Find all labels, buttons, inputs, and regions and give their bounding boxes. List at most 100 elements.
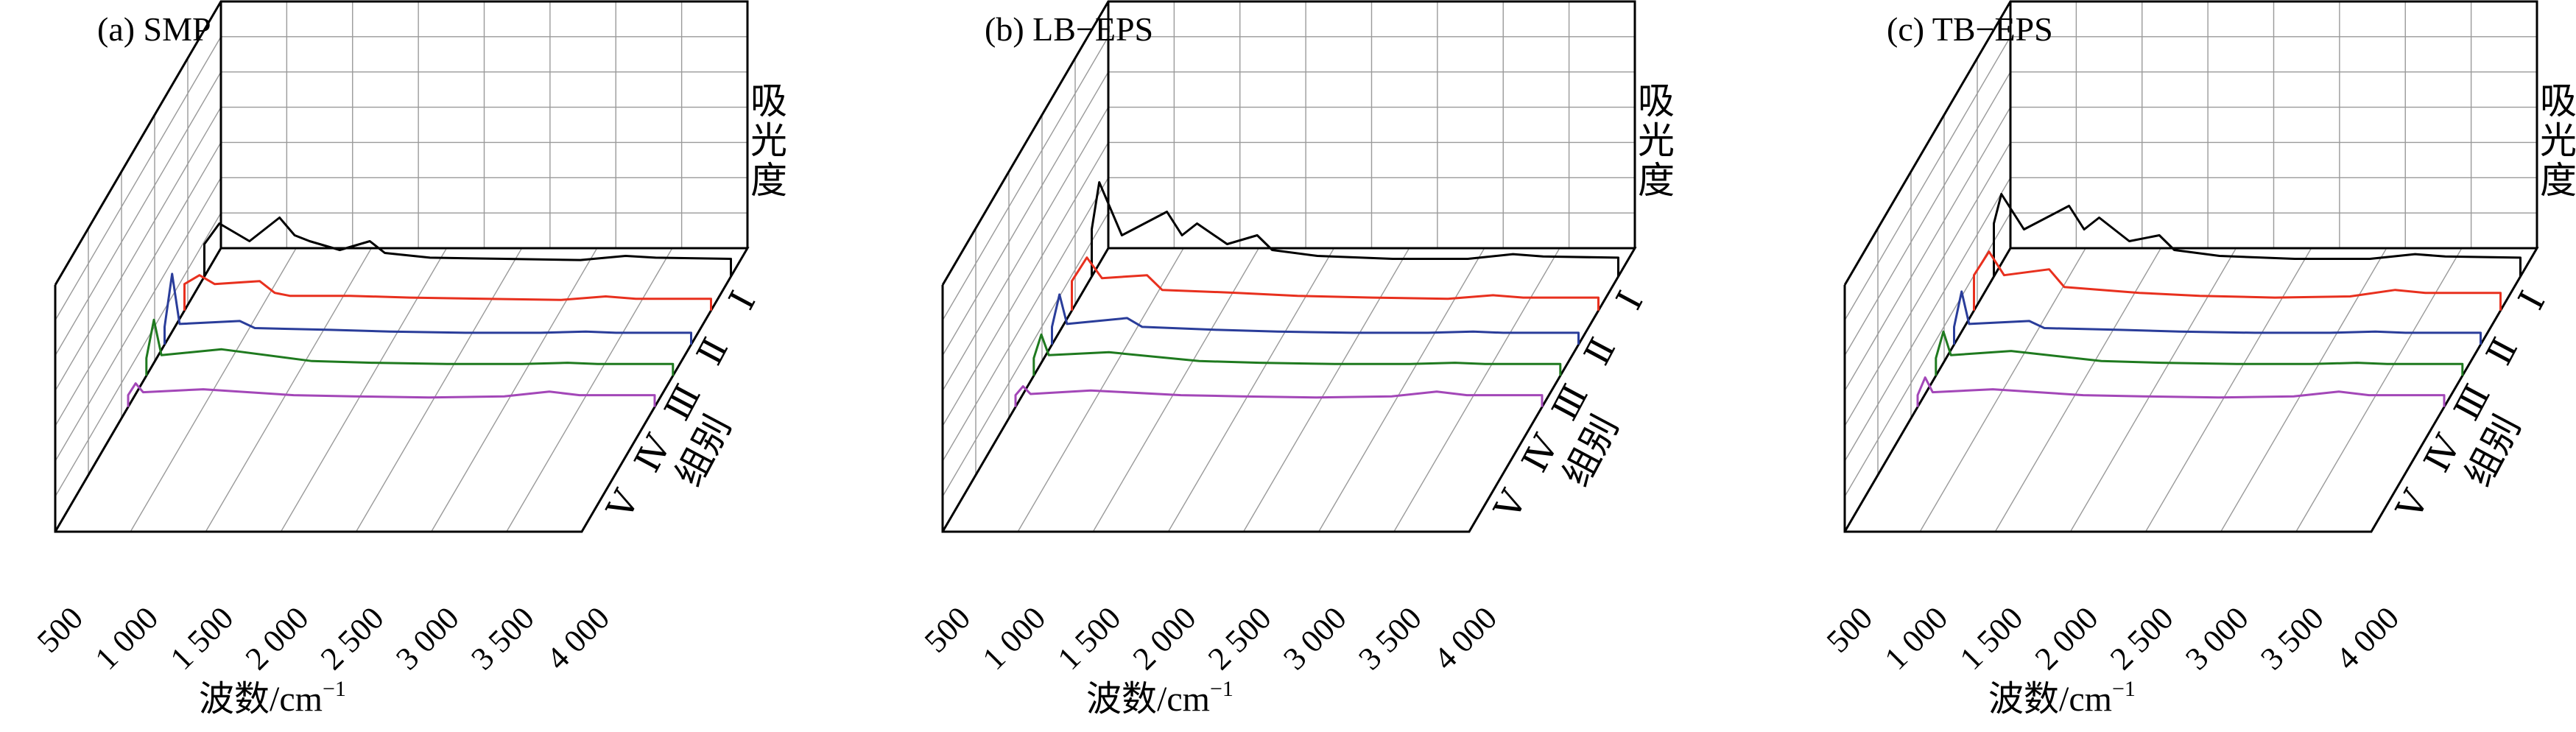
x-axis-title-text: 波数/cm (1988, 680, 2112, 719)
grid-line (54, 36, 222, 321)
grid-line (355, 247, 523, 532)
series-line-iv (1935, 330, 2464, 376)
series-line-iii (1953, 290, 2482, 345)
grid-line (1393, 247, 1560, 532)
x-axis-title: 波数/cm−1 (199, 677, 346, 719)
x-tick-label: 2 500 (314, 599, 391, 677)
series-line-i (203, 217, 732, 277)
x-tick-label: 500 (1820, 599, 1879, 659)
depth-axis-title: 组别 (2457, 409, 2528, 493)
series-line-v (1014, 385, 1544, 407)
grid-line (506, 247, 673, 532)
series-line-i (1993, 193, 2522, 277)
grid-line (942, 142, 1109, 426)
series-line-iii (1051, 293, 1580, 345)
group-label: Ⅱ (2480, 332, 2525, 372)
x-tick-label: 3 500 (1351, 599, 1429, 677)
x-axis-title-text: 波数/cm (1086, 680, 1210, 719)
grid-line (54, 71, 222, 356)
axis-frame (941, 247, 1637, 533)
grid-line (942, 177, 1109, 462)
x-tick-label: 3 500 (2253, 599, 2331, 677)
x-tick-label: 1 000 (976, 599, 1053, 677)
grid-line (1844, 142, 2011, 426)
grid-line (1844, 36, 2011, 321)
x-tick-label: 3 500 (464, 599, 541, 677)
group-label: Ⅱ (1577, 332, 1623, 372)
axis-frame (54, 0, 749, 286)
depth-axis-title: 组别 (668, 409, 739, 493)
x-axis-title-sup: −1 (323, 677, 346, 701)
axis-frame (54, 247, 750, 533)
z-axis-label: 吸光度 (2535, 81, 2576, 200)
x-tick-label: 1 500 (1953, 599, 2030, 677)
grid-line (942, 36, 1109, 321)
group-label: Ⅱ (690, 332, 736, 372)
grid-line (54, 212, 222, 497)
x-tick-label: 4 000 (1426, 599, 1504, 677)
grid-line (205, 247, 372, 532)
group-label: Ⅰ (1610, 285, 1651, 316)
x-tick-label: 3 000 (2178, 599, 2256, 677)
grid-line (1844, 177, 2011, 462)
x-tick-label: 500 (30, 599, 90, 659)
x-tick-label: 3 000 (1276, 599, 1354, 677)
x-tick-label: 2 000 (1126, 599, 1203, 677)
series-line-iii (163, 272, 692, 345)
x-tick-label: 2 500 (1201, 599, 1278, 677)
z-axis-label: 吸光度 (1633, 81, 1674, 200)
series-line-i (1091, 181, 1619, 277)
x-axis-title: 波数/cm−1 (1086, 677, 1234, 719)
x-tick-label: 2 000 (2028, 599, 2105, 677)
x-axis-title-text: 波数/cm (199, 680, 323, 719)
x-tick-label: 1 000 (1878, 599, 1955, 677)
series-line-iv (145, 318, 675, 376)
x-tick-label: 500 (918, 599, 977, 659)
x-tick-label: 2 000 (239, 599, 316, 677)
grid-line (431, 247, 598, 532)
axis-frame (941, 0, 1636, 286)
x-tick-label: 3 000 (389, 599, 466, 677)
grid-line (2144, 247, 2312, 532)
axis-frame (1843, 247, 2539, 533)
x-axis-title-sup: −1 (2112, 677, 2136, 701)
x-axis-title: 波数/cm−1 (1988, 677, 2136, 719)
series-line-ii (183, 274, 712, 311)
series-line-ii (1071, 256, 1600, 311)
axis-frame (1843, 0, 2538, 286)
grid-line (1994, 247, 2161, 532)
x-tick-label: 4 000 (2329, 599, 2406, 677)
x-tick-label: 1 500 (163, 599, 241, 677)
grid-line (942, 107, 1109, 391)
grid-line (54, 177, 222, 462)
series-line-v (1916, 376, 2446, 407)
grid-line (2220, 247, 2387, 532)
panel-title: (c) TB−EPS (1887, 10, 2053, 48)
grid-line (942, 212, 1109, 497)
panel-title: (b) LB−EPS (985, 10, 1153, 48)
grid-line (1844, 71, 2011, 356)
grid-line (54, 142, 222, 426)
group-label: Ⅰ (2512, 285, 2553, 316)
x-tick-label: 2 500 (2103, 599, 2181, 677)
group-label: Ⅰ (722, 285, 764, 316)
x-axis-title-sup: −1 (1210, 677, 1234, 701)
panel-title: (a) SMP (97, 10, 211, 48)
grid-line (2295, 247, 2463, 532)
series-line-iv (1032, 333, 1562, 376)
grid-line (1092, 247, 1259, 532)
grid-line (1844, 107, 2011, 391)
grid-line (942, 71, 1109, 356)
grid-line (2069, 247, 2237, 532)
grid-line (280, 247, 448, 532)
x-tick-label: 4 000 (539, 599, 616, 677)
grid-line (1242, 247, 1410, 532)
grid-line (1318, 247, 1485, 532)
x-tick-label: 1 000 (88, 599, 166, 677)
series-line-ii (1973, 250, 2502, 311)
